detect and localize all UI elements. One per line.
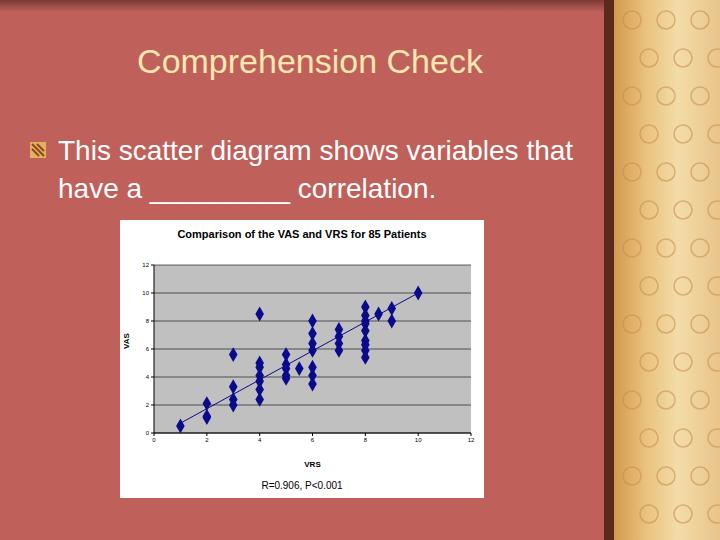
svg-text:VAS: VAS (122, 332, 131, 349)
html-text:Comparison of the VAS and VRS: Comparison of the VAS and VRS for 85 Pat… (177, 228, 427, 240)
svg-text:10: 10 (415, 437, 422, 443)
svg-text:2: 2 (205, 437, 209, 443)
svg-text:6: 6 (146, 346, 150, 352)
svg-text:8: 8 (146, 318, 150, 324)
svg-text:12: 12 (468, 437, 475, 443)
svg-text:4: 4 (258, 437, 262, 443)
svg-text:VRS: VRS (304, 460, 321, 469)
html-text:This scatter diagram shows var: This scatter diagram shows variables tha… (58, 135, 574, 204)
svg-text:2: 2 (146, 402, 150, 408)
html-text:Comprehension Check: Comprehension Check (137, 42, 483, 80)
svg-text:4: 4 (146, 374, 150, 380)
svg-text:8: 8 (364, 437, 368, 443)
svg-text:12: 12 (142, 262, 149, 268)
html-text:R=0.906, P<0.001: R=0.906, P<0.001 (261, 480, 343, 491)
svg-text:0: 0 (152, 437, 156, 443)
svg-text:10: 10 (142, 290, 149, 296)
svg-text:6: 6 (311, 437, 315, 443)
svg-text:0: 0 (146, 430, 150, 436)
